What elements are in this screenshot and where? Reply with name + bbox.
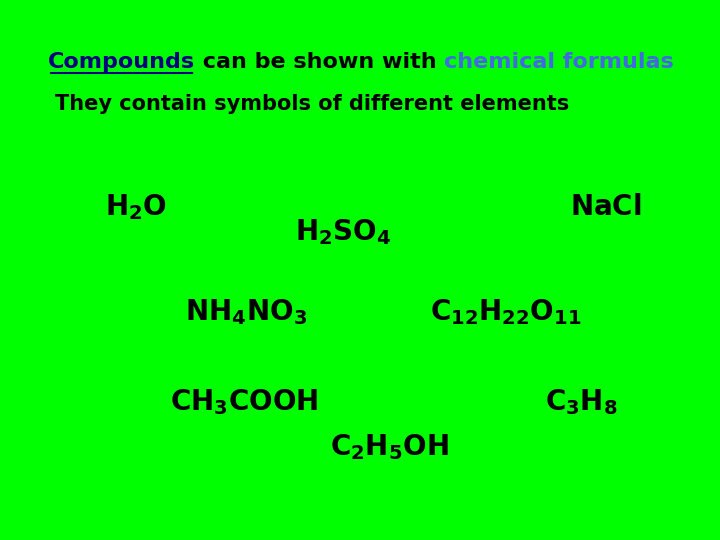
- Text: $\mathregular{C_{12}H_{22}O_{11}}$: $\mathregular{C_{12}H_{22}O_{11}}$: [430, 297, 582, 327]
- Text: $\mathregular{H_2SO_4}$: $\mathregular{H_2SO_4}$: [295, 217, 392, 247]
- Text: $\mathregular{C_2H_5OH}$: $\mathregular{C_2H_5OH}$: [330, 432, 449, 462]
- Text: Compounds: Compounds: [48, 52, 195, 72]
- Text: $\mathregular{NaCl}$: $\mathregular{NaCl}$: [570, 193, 642, 221]
- Text: chemical formulas: chemical formulas: [444, 52, 674, 72]
- Text: $\mathregular{H_2O}$: $\mathregular{H_2O}$: [105, 192, 167, 222]
- Text: $\mathregular{C_3H_8}$: $\mathregular{C_3H_8}$: [545, 387, 618, 417]
- Text: $\mathregular{NH_4NO_3}$: $\mathregular{NH_4NO_3}$: [185, 297, 307, 327]
- Text: can be shown with: can be shown with: [195, 52, 444, 72]
- Text: They contain symbols of different elements: They contain symbols of different elemen…: [55, 94, 570, 114]
- Text: $\mathregular{CH_3COOH}$: $\mathregular{CH_3COOH}$: [170, 387, 318, 417]
